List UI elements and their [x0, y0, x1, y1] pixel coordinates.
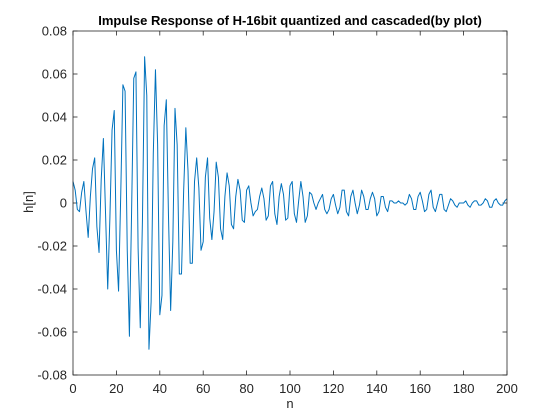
x-tick-label: 40	[153, 381, 167, 396]
y-tick-label: 0.02	[42, 153, 67, 168]
x-tick-label: 120	[323, 381, 345, 396]
y-axis-label: h[n]	[21, 191, 36, 213]
y-tick-label: -0.08	[37, 368, 67, 383]
y-tick-label: -0.02	[37, 239, 67, 254]
x-tick-label: 80	[239, 381, 253, 396]
x-tick-label: 160	[409, 381, 431, 396]
x-tick-label: 60	[196, 381, 210, 396]
x-axis-label: n	[286, 396, 293, 411]
y-tick-label: 0	[60, 196, 67, 211]
series-line	[72, 56, 508, 350]
y-tick-label: 0.08	[42, 24, 67, 39]
axis-ticks: 0 20 40 60 80 100 120 140 160 180 200 -0.08 -0.06 -0.…	[37, 24, 517, 397]
y-tick-label: -0.04	[37, 282, 67, 297]
chart-title: Impulse Response of H-16bit quantized an…	[98, 13, 482, 28]
x-tick-label: 140	[366, 381, 388, 396]
x-tick-label: 20	[109, 381, 123, 396]
y-tick-label: 0.06	[42, 67, 67, 82]
axes-box	[72, 30, 508, 376]
y-tick-label: -0.06	[37, 325, 67, 340]
y-tick-label: 0.04	[42, 110, 67, 125]
x-tick-label: 180	[453, 381, 475, 396]
x-tick-label: 200	[496, 381, 518, 396]
plot-area	[72, 56, 508, 350]
axes-background	[73, 31, 507, 375]
x-tick-label: 0	[69, 381, 76, 396]
x-tick-label: 100	[279, 381, 301, 396]
